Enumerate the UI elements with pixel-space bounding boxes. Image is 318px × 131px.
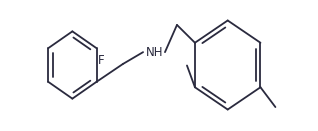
Text: F: F xyxy=(98,54,105,67)
Text: NH: NH xyxy=(146,46,164,59)
